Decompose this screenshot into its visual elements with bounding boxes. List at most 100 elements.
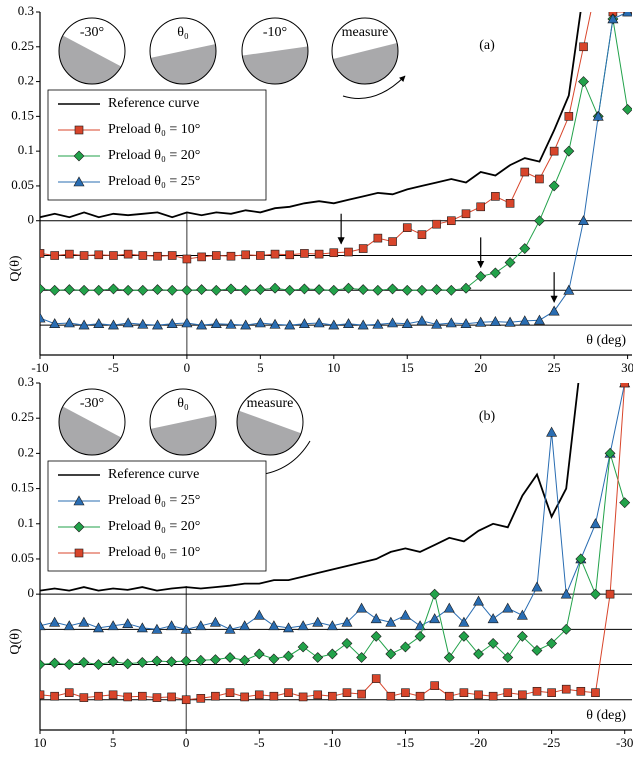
marker-triangle bbox=[385, 616, 397, 627]
marker-diamond bbox=[152, 284, 163, 296]
marker-square bbox=[447, 216, 456, 226]
marker-diamond bbox=[502, 652, 514, 663]
marker-diamond bbox=[400, 641, 411, 653]
marker-diamond bbox=[563, 145, 575, 157]
x-tick-label: -30 bbox=[616, 735, 633, 750]
y-tick-label: 0.15 bbox=[11, 480, 34, 495]
marker-square bbox=[123, 692, 133, 702]
x-tick-label: -10 bbox=[324, 735, 341, 750]
marker-diamond bbox=[343, 282, 354, 294]
marker-square bbox=[417, 230, 427, 239]
marker-square bbox=[181, 695, 191, 705]
y-axis-label: Q(θ) bbox=[8, 255, 23, 281]
y-tick-label: 0.1 bbox=[18, 142, 34, 157]
marker-diamond bbox=[209, 654, 221, 666]
marker-triangle bbox=[195, 620, 207, 631]
marker-triangle bbox=[92, 622, 104, 633]
inset-sector bbox=[324, 36, 406, 92]
marker-triangle bbox=[239, 620, 251, 631]
marker-diamond bbox=[414, 630, 426, 642]
y-tick-label: 0.3 bbox=[18, 3, 34, 18]
inset-label: -10° bbox=[263, 25, 287, 40]
marker-diamond bbox=[240, 284, 252, 296]
plot-area bbox=[40, 383, 631, 705]
marker-diamond bbox=[137, 284, 149, 296]
marker-square bbox=[196, 694, 206, 703]
marker-diamond bbox=[63, 284, 75, 296]
marker-triangle bbox=[49, 318, 61, 328]
marker-triangle bbox=[136, 622, 148, 633]
inset-label: -30° bbox=[80, 25, 104, 40]
marker-triangle bbox=[297, 620, 309, 631]
marker-triangle bbox=[519, 315, 531, 326]
marker-triangle bbox=[122, 317, 134, 328]
marker-square bbox=[300, 249, 309, 258]
marker-triangle bbox=[313, 317, 325, 328]
inset-rim bbox=[331, 17, 399, 85]
marker-square bbox=[182, 254, 192, 264]
marker-triangle bbox=[284, 319, 296, 330]
inset: -30° bbox=[47, 17, 137, 96]
marker-diamond bbox=[210, 284, 222, 296]
marker-triangle bbox=[298, 318, 310, 328]
x-tick-label: -5 bbox=[108, 360, 119, 375]
marker-triangle bbox=[269, 318, 281, 329]
marker-diamond bbox=[313, 284, 325, 296]
marker-diamond bbox=[254, 284, 266, 296]
marker-triangle bbox=[487, 613, 499, 624]
marker-triangle bbox=[63, 317, 75, 328]
marker-diamond bbox=[40, 659, 46, 670]
inset-rim bbox=[236, 388, 304, 456]
marker-triangle bbox=[328, 319, 340, 330]
marker-square bbox=[461, 209, 471, 219]
marker-square bbox=[576, 686, 586, 696]
marker-diamond bbox=[357, 284, 369, 296]
legend-marker bbox=[74, 548, 84, 558]
inset-rim bbox=[58, 388, 126, 456]
inset-label: θ₀ bbox=[177, 25, 189, 40]
rotation-arrow bbox=[342, 75, 406, 99]
legend-label: Reference curve bbox=[108, 96, 199, 111]
marker-diamond bbox=[93, 659, 104, 670]
marker-triangle bbox=[356, 602, 368, 613]
marker-diamond bbox=[40, 283, 46, 295]
marker-diamond bbox=[283, 650, 294, 662]
inset-sector bbox=[47, 22, 137, 96]
x-tick-label: -10 bbox=[31, 360, 48, 375]
marker-diamond bbox=[122, 284, 134, 296]
marker-triangle bbox=[357, 319, 369, 330]
marker-diamond bbox=[619, 497, 631, 509]
marker-triangle bbox=[416, 315, 428, 326]
marker-diamond bbox=[108, 283, 119, 295]
series-line bbox=[40, 12, 582, 219]
marker-square bbox=[535, 174, 544, 184]
marker-square bbox=[64, 688, 74, 697]
marker-triangle bbox=[370, 613, 382, 624]
panel-label: (a) bbox=[479, 38, 495, 53]
marker-triangle bbox=[431, 318, 443, 329]
marker-square bbox=[430, 681, 439, 690]
marker-triangle bbox=[531, 581, 543, 592]
marker-diamond bbox=[196, 284, 208, 296]
marker-diamond bbox=[328, 284, 340, 296]
marker-diamond bbox=[534, 215, 545, 227]
marker-square bbox=[167, 692, 176, 702]
marker-square bbox=[211, 691, 220, 701]
marker-triangle bbox=[107, 319, 119, 330]
marker-square bbox=[344, 247, 353, 257]
marker-square bbox=[505, 199, 515, 208]
marker-square bbox=[109, 251, 118, 260]
x-tick-label: 0 bbox=[183, 735, 190, 750]
marker-diamond bbox=[224, 652, 236, 663]
marker-diamond bbox=[460, 282, 472, 294]
legend-label: Preload θ₀ = 10° bbox=[108, 545, 200, 560]
x-axis-label: θ (deg) bbox=[586, 333, 626, 348]
marker-triangle bbox=[341, 616, 353, 627]
marker-triangle bbox=[40, 312, 46, 323]
marker-square bbox=[415, 691, 425, 701]
marker-diamond bbox=[253, 648, 265, 660]
marker-diamond bbox=[122, 658, 134, 670]
marker-triangle bbox=[225, 318, 237, 329]
marker-diamond bbox=[445, 284, 457, 296]
